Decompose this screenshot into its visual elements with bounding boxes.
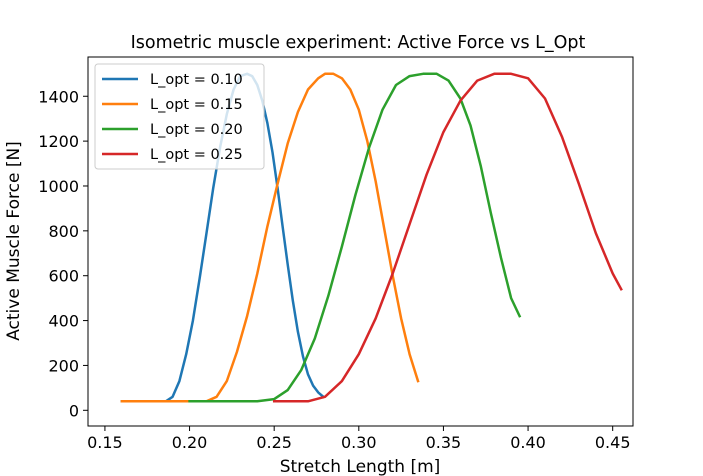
plot-frame (87, 56, 634, 427)
legend-label-0: L_opt = 0.10 (150, 72, 243, 88)
y-tick-label: 1400 (38, 87, 79, 106)
legend-box (94, 63, 265, 170)
y-tick-label: 1000 (38, 177, 79, 196)
x-tick-label: 0.20 (172, 433, 208, 452)
y-tick-label: 1200 (38, 132, 79, 151)
series-line-1 (120, 72, 420, 403)
y-axis-label: Active Muscle Force [N] (4, 141, 24, 341)
series-line-2 (188, 72, 522, 403)
x-axis-ticks: 0.15 0.20 0.25 0.30 0.35 0.40 0.45 (87, 426, 631, 452)
y-tick-label: 200 (48, 356, 79, 375)
y-tick-label: 600 (48, 267, 79, 286)
y-tick-label: 0 (69, 401, 79, 420)
x-axis-label: Stretch Length [m] (280, 457, 441, 476)
x-tick-label: 0.15 (87, 433, 123, 452)
legend: L_opt = 0.10 L_opt = 0.15 L_opt = 0.20 L_op… (94, 63, 265, 170)
x-tick-label: 0.40 (510, 433, 546, 452)
chart-title: Isometric muscle experiment: Active Forc… (131, 33, 586, 53)
x-tick-label: 0.35 (426, 433, 462, 452)
series-line-3 (272, 72, 623, 403)
y-axis-ticks: 0 200 400 600 800 1000 1200 1400 (38, 87, 88, 420)
x-tick-label: 0.30 (341, 433, 377, 452)
legend-label-2: L_opt = 0.20 (150, 122, 243, 138)
legend-label-3: L_opt = 0.25 (150, 147, 243, 163)
y-tick-label: 800 (48, 222, 79, 241)
plot-area: 0.15 0.20 0.25 0.30 0.35 0.40 0.45 0 200 400 600 8… (38, 56, 634, 452)
legend-label-1: L_opt = 0.15 (150, 97, 243, 113)
x-tick-label: 0.25 (256, 433, 292, 452)
y-tick-label: 400 (48, 312, 79, 331)
x-tick-label: 0.45 (595, 433, 631, 452)
